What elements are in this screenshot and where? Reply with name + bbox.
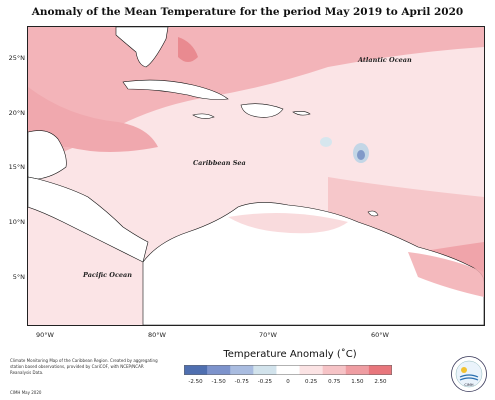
legend-tick: -0.25 <box>257 379 272 385</box>
land-florida <box>115 27 169 68</box>
anomaly-guiana-land <box>408 252 484 297</box>
credits-date: CIMH May 2020 <box>10 390 42 395</box>
temperature-anomaly-map: Atlantic Ocean Caribbean Sea Pacific Oce… <box>28 27 484 325</box>
logo-text: CIMH <box>464 383 473 387</box>
lon-tick: 70°W <box>259 331 277 339</box>
anomaly-hotspot-bahamas <box>178 37 198 62</box>
map-title: Anomaly of the Mean Temperature for the … <box>31 6 464 18</box>
lat-tick: 10°N <box>8 218 25 226</box>
legend-tick: 2.50 <box>374 379 387 385</box>
legend-tick: 0 <box>286 379 290 385</box>
legend-colorbar <box>184 365 392 375</box>
anomaly-zone-gulf <box>28 87 158 152</box>
lat-tick: 5°N <box>12 273 25 281</box>
lat-tick: 15°N <box>8 163 25 171</box>
land-hispaniola <box>240 103 284 118</box>
land-south-america <box>142 202 484 325</box>
lat-tick: 25°N <box>8 54 25 62</box>
cimh-logo: CIMH <box>451 356 487 392</box>
legend-tick: 1.50 <box>351 379 364 385</box>
label-atlantic-ocean: Atlantic Ocean <box>357 56 412 64</box>
legend-swatch <box>322 365 347 375</box>
land-cuba <box>122 79 229 100</box>
legend-swatch <box>276 365 301 375</box>
land-trinidad <box>367 210 379 217</box>
legend-tick: -1.50 <box>211 379 226 385</box>
map-panel: Atlantic Ocean Caribbean Sea Pacific Oce… <box>27 26 485 326</box>
legend-swatch <box>253 365 277 375</box>
legend-tick: 0.25 <box>304 379 318 385</box>
map-credits: Climate Monitoring Map of the Caribbean … <box>10 358 158 375</box>
land-central-america <box>28 176 149 263</box>
anomaly-venezuela <box>228 213 348 234</box>
legend-swatch <box>345 365 370 375</box>
cool-anomaly-core <box>357 150 365 160</box>
land-jamaica <box>192 113 215 119</box>
legend-swatch <box>230 365 254 375</box>
label-pacific-ocean: Pacific Ocean <box>82 271 132 279</box>
legend-tick: 0.75 <box>328 379 341 385</box>
land-puerto-rico <box>292 111 311 116</box>
lon-tick: 80°W <box>148 331 166 339</box>
label-caribbean-sea: Caribbean Sea <box>193 159 246 167</box>
lat-tick: 20°N <box>8 109 25 117</box>
lon-tick: 90°W <box>36 331 54 339</box>
legend-swatch <box>207 365 231 375</box>
legend-title: Temperature Anomaly (˚C) <box>223 349 357 360</box>
legend-swatch <box>184 365 208 375</box>
land-yucatan <box>28 130 67 180</box>
legend-swatch <box>368 365 392 375</box>
landmasses <box>28 27 484 325</box>
cool-anomaly-1 <box>320 137 332 147</box>
legend-tick: -2.50 <box>188 379 203 385</box>
lon-tick: 60°W <box>371 331 389 339</box>
legend-tick: -0.75 <box>234 379 249 385</box>
legend-swatch <box>299 365 324 375</box>
